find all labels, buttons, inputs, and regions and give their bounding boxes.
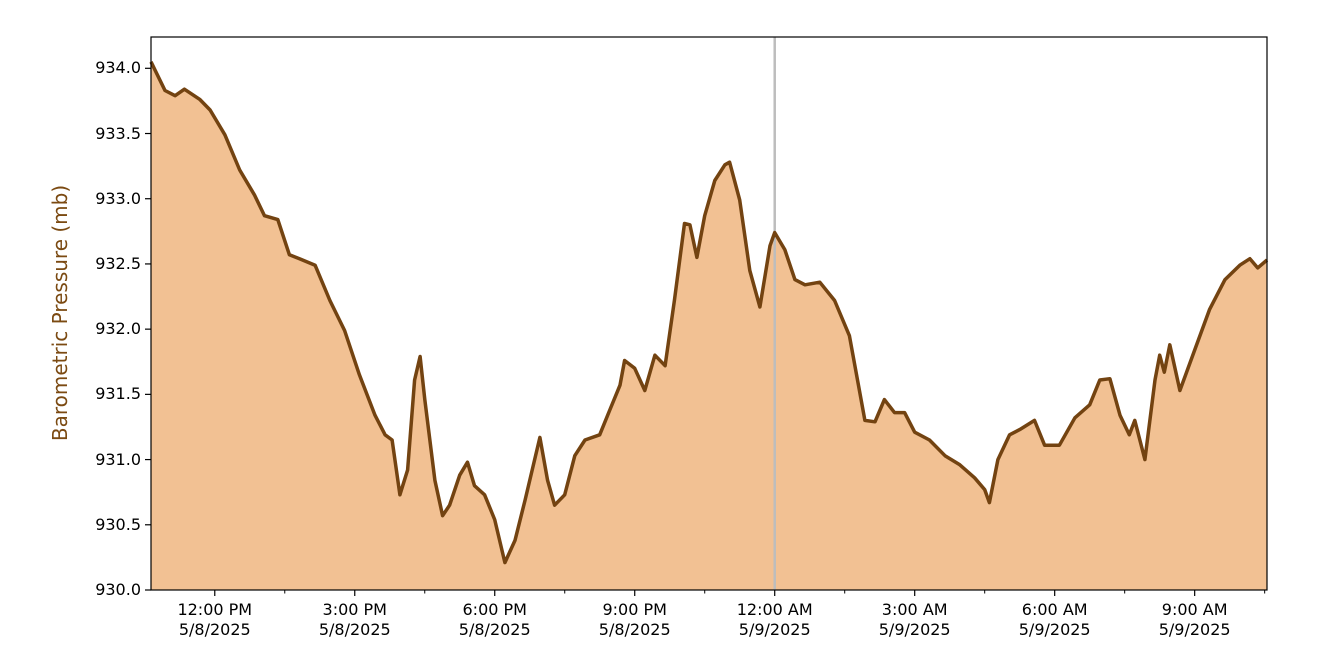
pressure-line xyxy=(149,61,1269,565)
y-tick-label: 933.0 xyxy=(95,188,141,208)
x-tick-label: 6:00 AM 5/9/2025 xyxy=(1018,600,1091,639)
x-tick-label: 12:00 AM 5/9/2025 xyxy=(736,600,813,639)
y-tick-label: 931.5 xyxy=(95,384,141,404)
y-tick-label: 930.0 xyxy=(95,580,141,599)
y-tick-label: 931.0 xyxy=(95,449,141,469)
y-tick-label: 933.5 xyxy=(95,123,141,143)
y-tick-label: 932.5 xyxy=(95,253,141,273)
x-tick-label: 9:00 PM 5/8/2025 xyxy=(598,600,671,639)
area-fill xyxy=(151,61,1267,591)
x-tick-label: 3:00 AM 5/9/2025 xyxy=(878,600,951,639)
y-tick-label: 930.5 xyxy=(95,514,141,534)
x-tick-label: 6:00 PM 5/8/2025 xyxy=(458,600,531,639)
y-tick-label: 932.0 xyxy=(95,319,141,339)
y-tick-label: 934.0 xyxy=(95,58,141,78)
plot-frame xyxy=(150,36,1268,591)
y-axis-label: Barometric Pressure (mb) xyxy=(48,184,72,442)
x-tick-label: 3:00 PM 5/8/2025 xyxy=(318,600,391,639)
x-tick-label: 12:00 PM 5/8/2025 xyxy=(177,600,253,639)
x-tick-label: 9:00 AM 5/9/2025 xyxy=(1158,600,1231,639)
